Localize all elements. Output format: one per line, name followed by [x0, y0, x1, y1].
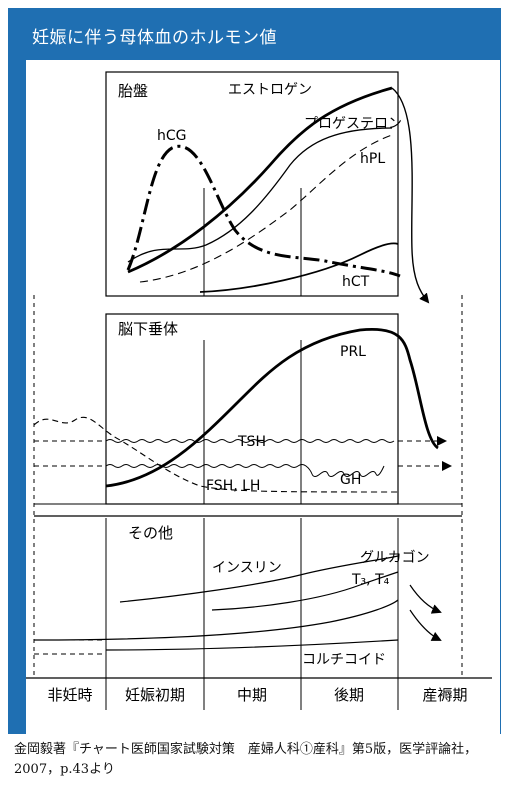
- t3t4-curve: [33, 599, 399, 641]
- hpl-label: hPL: [360, 151, 385, 167]
- placenta-label: 胎盤: [118, 82, 148, 100]
- cortisol-label: コルチコイド: [302, 652, 386, 668]
- period-postpartum: 産褥期: [422, 686, 467, 704]
- period-late: 後期: [334, 686, 364, 704]
- placenta-box: [105, 71, 399, 297]
- figure-title: 妊娠に伴う母体血のホルモン値: [32, 28, 277, 48]
- glucagon-label: グルカゴン: [360, 549, 430, 566]
- placenta-delivery-arrow: [391, 87, 430, 304]
- glucagon-curve: [211, 571, 399, 611]
- hpl-curve: [139, 134, 393, 283]
- prl-curve: [105, 327, 439, 488]
- source-caption: 金岡毅著『チャート医師国家試験対策 産婦人科①産科』第5版，医学評論社，2007…: [14, 742, 478, 777]
- pituitary-label: 脳下垂体: [118, 320, 178, 338]
- hcg-curve: [126, 144, 401, 278]
- figure-frame: 妊娠に伴う母体血のホルモン値: [8, 8, 501, 734]
- tsh-curve: [105, 439, 395, 443]
- postpartum-arrow-1: [409, 584, 442, 614]
- hcg-label: hCG: [157, 128, 187, 144]
- estrogen-curve: [127, 86, 393, 274]
- period-mid: 中期: [237, 686, 267, 704]
- gh-curve: [105, 464, 385, 477]
- t3t4-label: T₃, T₄: [351, 572, 390, 588]
- insulin-label: インスリン: [212, 560, 282, 576]
- hct-label: hCT: [342, 274, 370, 290]
- fsh-lh-label: FSH, LH: [206, 478, 260, 494]
- estrogen-label: エストロゲン: [228, 82, 312, 98]
- insulin-curve: [119, 555, 399, 603]
- cortisol-curve: [105, 639, 399, 651]
- progesterone-label: プロゲステロン: [304, 116, 402, 132]
- progesterone-curve: [127, 127, 393, 263]
- tsh-label: TSH: [237, 434, 266, 450]
- period-early: 妊娠初期: [125, 686, 185, 704]
- prl-label: PRL: [340, 344, 366, 360]
- postpartum-arrow-2: [409, 609, 442, 641]
- hct-curve: [199, 242, 399, 293]
- other-label: その他: [128, 524, 173, 542]
- period-nonpregnant: 非妊時: [47, 686, 92, 704]
- gh-label: GH: [340, 472, 361, 488]
